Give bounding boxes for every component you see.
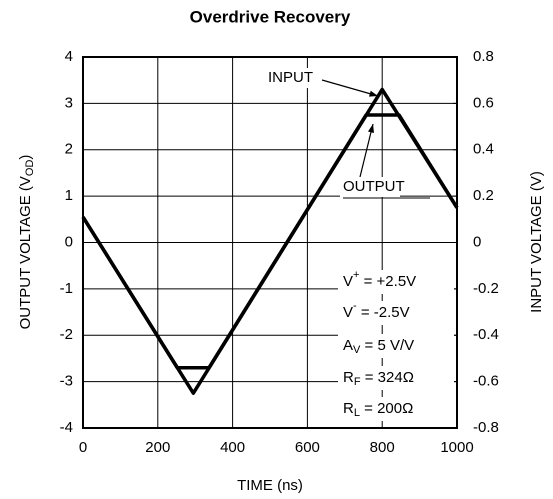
condition: AV = 5 V/V: [343, 337, 414, 356]
condition-text: = 5 V/V: [360, 337, 414, 354]
y-tick-label: -1: [60, 280, 73, 297]
y2-tick-label: -0.8: [473, 419, 499, 436]
x-tick-label: 400: [220, 439, 245, 456]
condition-sup: -: [353, 300, 357, 312]
x-axis-label: TIME (ns): [237, 477, 303, 494]
legend-arrowhead: [369, 90, 378, 97]
y-tick-label: -2: [60, 326, 73, 343]
y-tick-label: 4: [65, 48, 73, 65]
x-tick-label: 600: [295, 439, 320, 456]
y2-tick-label: -0.4: [473, 326, 499, 343]
condition-symbol: V: [343, 304, 353, 321]
y-tick-label: 3: [65, 94, 73, 111]
y2-tick-label: 0.4: [473, 141, 494, 158]
condition-symbol: A: [343, 337, 353, 354]
legend-label: OUTPUT: [343, 178, 405, 195]
condition-text: = +2.5V: [359, 273, 416, 290]
y-axis-label: OUTPUT VOLTAGE (VOD): [17, 155, 36, 330]
plot-frame: [82, 56, 458, 429]
y-tick-label: 1: [65, 187, 73, 204]
y2-axis-label: INPUT VOLTAGE (V): [528, 171, 545, 313]
condition: RF = 324Ω: [343, 369, 414, 388]
condition-text: = 324Ω: [361, 369, 414, 386]
y2-tick-label: 0.6: [473, 94, 494, 111]
condition-symbol: R: [343, 369, 354, 386]
condition-sub: F: [354, 376, 361, 388]
condition-bg: [338, 270, 454, 294]
y-label-text: OUTPUT VOLTAGE (V: [17, 176, 34, 329]
condition-bg: [338, 301, 454, 325]
x-tick-label: 800: [370, 439, 395, 456]
legend-arrow: [359, 123, 374, 178]
x-tick-label: 200: [145, 439, 170, 456]
condition-bg: [338, 397, 454, 421]
y-tick-label: 0: [65, 233, 73, 250]
condition-sup: +: [353, 269, 359, 281]
y-tick-label: -3: [60, 373, 73, 390]
condition-bg: [338, 334, 454, 358]
y2-tick-label: 0.8: [473, 48, 494, 65]
chart-title: Overdrive Recovery: [190, 7, 351, 26]
y-label-sub: OD: [24, 160, 36, 177]
condition: V+ = +2.5V: [343, 269, 416, 290]
y2-tick-label: -0.6: [473, 373, 499, 390]
y2-tick-label: -0.2: [473, 280, 499, 297]
series-line: [81, 113, 459, 370]
legend-bg: [340, 177, 400, 197]
x-tick-label: 0: [79, 439, 87, 456]
x-tick-label: 1000: [440, 439, 473, 456]
legend-arrowhead: [367, 124, 374, 133]
condition-text: = -2.5V: [357, 304, 410, 321]
condition: V- = -2.5V: [343, 300, 410, 321]
condition-symbol: V: [343, 273, 353, 290]
condition-sub: V: [353, 344, 361, 356]
y2-tick-label: 0: [473, 233, 481, 250]
y2-tick-label: 0.2: [473, 187, 494, 204]
condition-symbol: R: [343, 400, 354, 417]
condition: RL = 200Ω: [343, 400, 413, 419]
legend-arrow: [321, 79, 379, 97]
y-tick-label: -4: [60, 419, 73, 436]
condition-text: = 200Ω: [360, 400, 413, 417]
condition-sub: L: [354, 407, 360, 419]
legend-label: INPUT: [268, 69, 313, 86]
condition-bg: [338, 366, 454, 390]
y-label-end: ): [17, 155, 34, 160]
legend-bg: [265, 68, 325, 88]
y-tick-label: 2: [65, 141, 73, 158]
